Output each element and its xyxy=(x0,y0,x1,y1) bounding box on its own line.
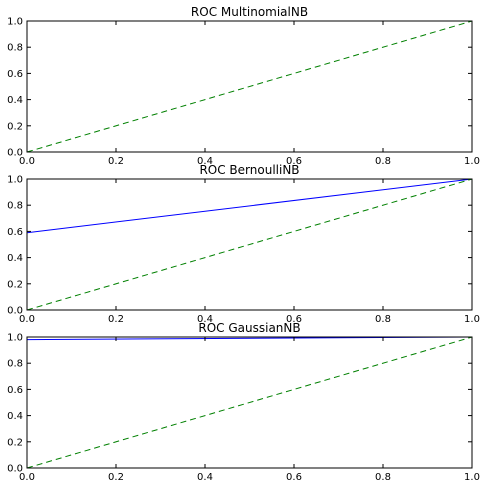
y-tick-label: 0.6 xyxy=(7,69,23,80)
x-tick-label: 0.6 xyxy=(286,472,302,483)
x-tick-label: 0.2 xyxy=(108,156,124,167)
axes-frame xyxy=(26,178,473,311)
x-tick-label: 1.0 xyxy=(464,156,480,167)
x-tick-label: 0.6 xyxy=(286,314,302,325)
subplot-3: 0.0 0.2 0.4 0.6 0.8 1.0 0.0 0.2 0.4 0.6 0.8 1.0 ROC … xyxy=(7,321,480,483)
x-tick-label: 0.0 xyxy=(19,472,35,483)
y-tick-label: 0.2 xyxy=(7,437,23,448)
x-tick-label: 0.8 xyxy=(375,472,391,483)
y-tick-label: 0.8 xyxy=(7,359,23,370)
x-tick-label: 0.6 xyxy=(286,156,302,167)
y-tick-label: 0.0 xyxy=(7,464,23,475)
chance-diagonal-line xyxy=(26,20,473,153)
y-tick-label: 0.6 xyxy=(7,227,23,238)
x-tick-label: 0.8 xyxy=(375,156,391,167)
x-tick-label: 0.4 xyxy=(197,472,213,483)
x-tick-label: 1.0 xyxy=(464,314,480,325)
subplot-1: 0.0 0.2 0.4 0.6 0.8 1.0 0.0 0.2 0.4 0.6 0.8 1.0 ROC … xyxy=(7,5,480,167)
y-tick-label: 0.0 xyxy=(7,306,23,317)
chance-diagonal-line xyxy=(26,178,473,311)
x-tick-label: 0.4 xyxy=(197,156,213,167)
subplot-title: ROC BernoulliNB xyxy=(199,163,299,177)
y-tick-label: 0.2 xyxy=(7,279,23,290)
subplot-2: 0.0 0.2 0.4 0.6 0.8 1.0 0.0 0.2 0.4 0.6 0.8 1.0 ROC … xyxy=(7,163,480,325)
y-tick-label: 1.0 xyxy=(7,175,23,186)
y-tick-label: 1.0 xyxy=(7,333,23,344)
x-tick-label: 0.2 xyxy=(108,314,124,325)
y-tick-label: 0.2 xyxy=(7,121,23,132)
subplot-title: ROC MultinomialNB xyxy=(191,5,308,19)
y-tick-label: 0.4 xyxy=(7,95,23,106)
x-tick-label: 1.0 xyxy=(464,472,480,483)
y-tick-label: 1.0 xyxy=(7,17,23,28)
x-tick-label: 0.8 xyxy=(375,314,391,325)
y-tick-label: 0.8 xyxy=(7,201,23,212)
chance-diagonal-line xyxy=(26,336,473,469)
y-tick-label: 0.4 xyxy=(7,411,23,422)
subplot-title: ROC GaussianNB xyxy=(198,321,300,335)
axes-frame xyxy=(26,336,473,469)
y-tick-label: 0.8 xyxy=(7,43,23,54)
x-tick-label: 0.2 xyxy=(108,472,124,483)
x-tick-label: 0.0 xyxy=(19,156,35,167)
y-tick-label: 0.0 xyxy=(7,148,23,159)
y-tick-label: 0.6 xyxy=(7,385,23,396)
axes-frame xyxy=(26,20,473,153)
x-tick-label: 0.4 xyxy=(197,314,213,325)
roc-curve-line xyxy=(26,178,473,234)
x-tick-label: 0.0 xyxy=(19,314,35,325)
y-tick-label: 0.4 xyxy=(7,253,23,264)
